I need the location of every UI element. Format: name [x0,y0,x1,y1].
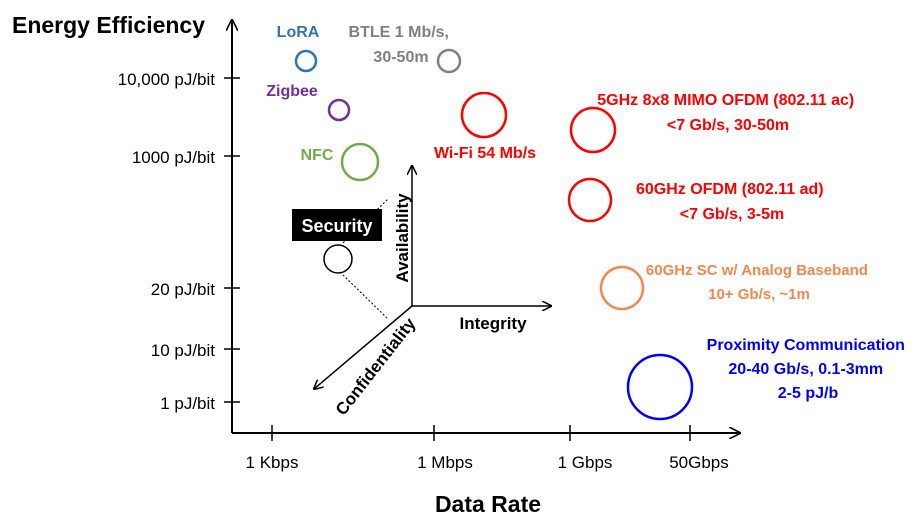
security-label: Security [301,216,372,236]
label-lora: LoRA [277,24,320,41]
bubble-60ghz-sc [599,265,645,311]
x-tick-label: 1 Mbps [417,453,473,472]
bubble-80211ac [569,106,617,154]
inset-confidentiality-axis [314,305,413,389]
bubble-zigbee [327,98,351,122]
bubble-btle [436,48,462,74]
x-tick-label: 1 Kbps [246,453,299,472]
label-proximity: Proximity Communication 20-40 Gb/s, 0.1-… [707,337,910,402]
label-wifi: Wi-Fi 54 Mb/s [434,145,536,162]
y-axis-title: Energy Efficiency [12,12,205,38]
label-btle: BTLE 1 Mb/s, 30-50m [349,24,454,66]
label-nfc: NFC [301,147,334,164]
bubble-security [323,244,353,274]
bubble-lora [294,49,318,73]
label-60ghz-sc: 60GHz SC w/ Analog Baseband 10+ Gb/s, ~1… [646,262,872,303]
bubble-proximity [626,353,694,421]
y-tick-label: 1 pJ/bit [160,394,215,413]
y-tick-label: 10 pJ/bit [151,341,216,360]
inset-dotted-line [342,198,389,244]
inset-dotted-line [339,271,389,320]
y-tick-label: 20 pJ/bit [151,280,216,299]
x-tick-label: 50Gbps [669,453,729,472]
bubble-wifi [460,91,508,139]
label-80211ac: 5GHz 8x8 MIMO OFDM (802.11 ac) <7 Gb/s, … [597,92,858,134]
label-zigbee: Zigbee [266,83,318,100]
inset-confidentiality-label: Confidentiality [332,314,420,419]
bubble-80211ad [567,177,613,223]
inset-integrity-label: Integrity [459,314,527,333]
bubble-nfc [340,142,380,182]
inset-availability-label: Availability [393,193,412,283]
x-axis-title: Data Rate [435,491,541,517]
security-inset: Security Availability Integrity Confiden… [292,166,551,419]
x-tick-label: 1 Gbps [558,453,613,472]
label-80211ad: 60GHz OFDM (802.11 ad) <7 Gb/s, 3-5m [636,181,828,223]
y-tick-label: 10,000 pJ/bit [118,70,216,89]
y-tick-label: 1000 pJ/bit [132,148,215,167]
x-tick-marks [271,425,691,441]
security-label-box [292,209,382,241]
y-tick-marks [224,77,240,403]
